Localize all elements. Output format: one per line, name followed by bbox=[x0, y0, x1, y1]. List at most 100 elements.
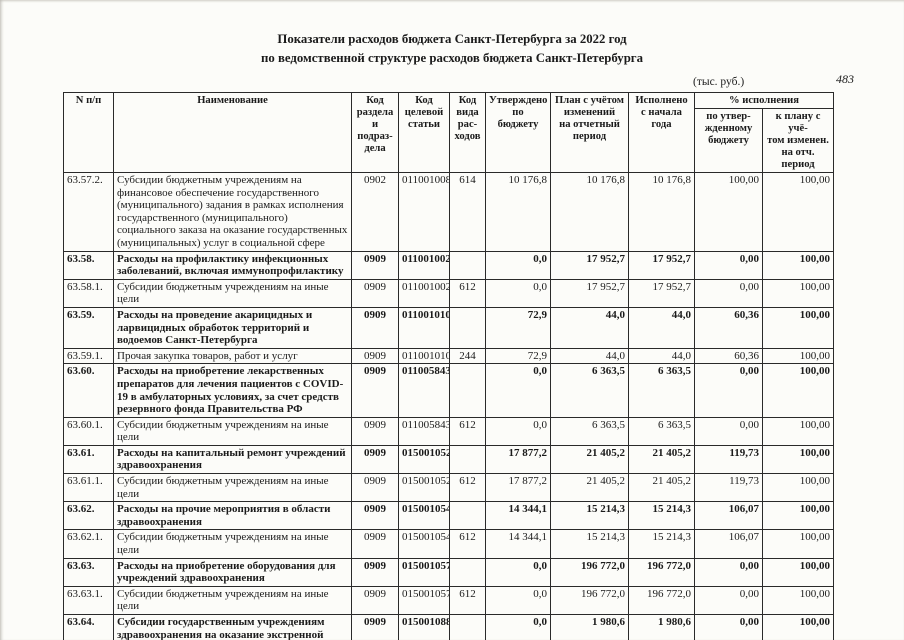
cell-num: 63.57.2. bbox=[63, 172, 114, 252]
cell-expense-type: 612 bbox=[449, 278, 486, 308]
cell-approved: 0,0 bbox=[485, 416, 551, 446]
cell-pct-budget: 119,73 bbox=[694, 444, 763, 475]
cell-pct-budget: 60,36 bbox=[694, 306, 763, 349]
table-row: 63.60. Расходы на приобретение лекарствен… bbox=[63, 363, 834, 418]
cell-section-code: 0902 bbox=[351, 172, 399, 252]
cell-plan: 44,0 bbox=[550, 347, 629, 365]
cell-approved: 14 344,1 bbox=[485, 529, 551, 559]
cell-section-code: 0909 bbox=[351, 444, 399, 475]
cell-executed: 196 772,0 bbox=[628, 585, 695, 616]
budget-table: N п/п Наименование Код раздела и подраз-… bbox=[63, 92, 834, 640]
cell-expense-type bbox=[449, 613, 486, 640]
cell-plan: 21 405,2 bbox=[550, 473, 629, 503]
cell-pct-budget: 100,00 bbox=[694, 172, 763, 252]
col-header-approved: Утверждено по бюджету bbox=[485, 92, 551, 173]
table-row: 63.64. Субсидии государственным учреждени… bbox=[63, 613, 834, 640]
cell-approved: 14 344,1 bbox=[485, 501, 551, 531]
cell-target-code: 0150010540 bbox=[398, 529, 450, 559]
cell-num: 63.59.1. bbox=[63, 347, 114, 365]
cell-executed: 44,0 bbox=[628, 347, 695, 365]
cell-target-code: 0150010540 bbox=[398, 501, 450, 531]
cell-expense-type: 612 bbox=[449, 473, 486, 503]
cell-expense-type: 612 bbox=[449, 416, 486, 446]
units-note: (тыс. руб.) bbox=[693, 76, 745, 88]
cell-target-code: 0110010080 bbox=[398, 172, 450, 252]
cell-pct-budget: 60,36 bbox=[694, 347, 763, 365]
cell-executed: 21 405,2 bbox=[628, 473, 695, 503]
table-row: 63.61. Расходы на капитальный ремонт учре… bbox=[63, 444, 834, 475]
cell-name: Субсидии государственным учреждениям здр… bbox=[113, 613, 352, 640]
title-line-1: Показатели расходов бюджета Санкт-Петерб… bbox=[277, 32, 627, 46]
cell-approved: 0,0 bbox=[485, 557, 551, 587]
cell-approved: 72,9 bbox=[485, 306, 551, 349]
col-header-expense-type-code: Код вида рас- ходов bbox=[449, 92, 486, 173]
cell-target-code: 0150010570 bbox=[398, 557, 450, 587]
cell-pct-plan: 100,00 bbox=[762, 172, 834, 252]
cell-pct-plan: 100,00 bbox=[762, 347, 834, 365]
table-row: 63.59. Расходы на проведение акарицидных … bbox=[63, 306, 834, 349]
cell-pct-plan: 100,00 bbox=[762, 585, 834, 616]
cell-executed: 1 980,6 bbox=[628, 613, 695, 640]
cell-section-code: 0909 bbox=[351, 347, 399, 365]
cell-pct-plan: 100,00 bbox=[762, 363, 834, 418]
cell-section-code: 0909 bbox=[351, 501, 399, 531]
cell-plan: 15 214,3 bbox=[550, 501, 629, 531]
col-header-executed: Исполнено с начала года bbox=[628, 92, 695, 173]
cell-approved: 0,0 bbox=[485, 613, 551, 640]
cell-expense-type bbox=[449, 444, 486, 475]
cell-expense-type bbox=[449, 363, 486, 418]
page-number: 483 bbox=[836, 72, 854, 86]
table-row: 63.63. Расходы на приобретение оборудован… bbox=[63, 557, 834, 587]
cell-pct-plan: 100,00 bbox=[762, 278, 834, 308]
cell-target-code: 0150010520 bbox=[398, 444, 450, 475]
cell-approved: 17 877,2 bbox=[485, 444, 551, 475]
cell-pct-plan: 100,00 bbox=[762, 557, 834, 587]
cell-pct-plan: 100,00 bbox=[762, 250, 834, 280]
cell-section-code: 0909 bbox=[351, 363, 399, 418]
cell-name: Расходы на приобретение оборудования для… bbox=[113, 557, 352, 587]
cell-expense-type bbox=[449, 306, 486, 349]
cell-pct-budget: 0,00 bbox=[694, 250, 763, 280]
cell-name: Субсидии бюджетным учреждениям на иные ц… bbox=[113, 473, 352, 503]
cell-pct-budget: 0,00 bbox=[694, 363, 763, 418]
table-row: 63.58.1. Субсидии бюджетным учреждениям н… bbox=[63, 278, 834, 308]
cell-executed: 15 214,3 bbox=[628, 501, 695, 531]
table-row: 63.63.1. Субсидии бюджетным учреждениям н… bbox=[63, 585, 834, 616]
cell-pct-plan: 100,00 bbox=[762, 473, 834, 503]
cell-num: 63.63.1. bbox=[63, 585, 114, 616]
cell-name: Субсидии бюджетным учреждениям на финанс… bbox=[113, 172, 352, 252]
cell-executed: 6 363,5 bbox=[628, 416, 695, 446]
cell-expense-type: 244 bbox=[449, 347, 486, 365]
cell-plan: 6 363,5 bbox=[550, 416, 629, 446]
cell-num: 63.62.1. bbox=[63, 529, 114, 559]
cell-num: 63.58. bbox=[63, 250, 114, 280]
cell-num: 63.64. bbox=[63, 613, 114, 640]
cell-name: Субсидии бюджетным учреждениям на иные ц… bbox=[113, 416, 352, 446]
cell-section-code: 0909 bbox=[351, 585, 399, 616]
table-row: 63.61.1. Субсидии бюджетным учреждениям н… bbox=[63, 473, 834, 503]
table-row: 63.57.2. Субсидии бюджетным учреждениям н… bbox=[63, 172, 834, 252]
cell-plan: 17 952,7 bbox=[550, 250, 629, 280]
cell-approved: 0,0 bbox=[485, 278, 551, 308]
table-header: N п/п Наименование Код раздела и подраз-… bbox=[63, 92, 834, 173]
cell-expense-type bbox=[449, 501, 486, 531]
cell-target-code: 0150010570 bbox=[398, 585, 450, 616]
title-line-2: по ведомственной структуре расходов бюдж… bbox=[260, 51, 644, 65]
cell-executed: 21 405,2 bbox=[628, 444, 695, 475]
cell-executed: 15 214,3 bbox=[628, 529, 695, 559]
cell-pct-plan: 100,00 bbox=[762, 306, 834, 349]
cell-plan: 1 980,6 bbox=[550, 613, 629, 640]
cell-name: Расходы на проведение акарицидных и ларв… bbox=[113, 306, 352, 349]
cell-pct-budget: 106,07 bbox=[694, 501, 763, 531]
cell-section-code: 0909 bbox=[351, 306, 399, 349]
cell-expense-type: 614 bbox=[449, 172, 486, 252]
cell-section-code: 0909 bbox=[351, 613, 399, 640]
col-header-name: Наименование bbox=[113, 92, 352, 173]
cell-name: Субсидии бюджетным учреждениям на иные ц… bbox=[113, 278, 352, 308]
cell-pct-plan: 100,00 bbox=[762, 613, 834, 640]
cell-section-code: 0909 bbox=[351, 250, 399, 280]
cell-executed: 44,0 bbox=[628, 306, 695, 349]
cell-name: Субсидии бюджетным учреждениям на иные ц… bbox=[113, 585, 352, 616]
table-row: 63.62.1. Субсидии бюджетным учреждениям н… bbox=[63, 529, 834, 559]
col-header-pct-budget: по утвер- жденному бюджету bbox=[694, 108, 763, 173]
